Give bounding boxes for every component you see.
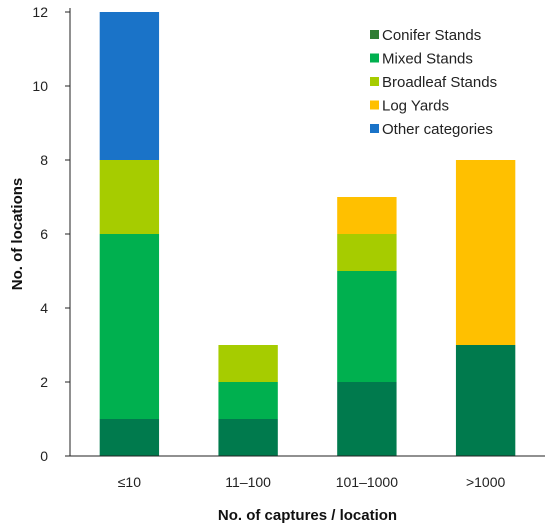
bar-segment: [218, 382, 278, 419]
legend-swatch: [370, 30, 379, 39]
bar-segment: [218, 419, 278, 456]
bar-segment: [218, 345, 278, 382]
legend: Conifer Stands Mixed Stands Broadleaf Stan…: [370, 27, 497, 138]
y-tick-label: 10: [32, 78, 48, 94]
legend-swatch: [370, 77, 379, 86]
bar-segment: [337, 271, 397, 382]
y-tick-label: 8: [40, 152, 48, 168]
legend-label: Conifer Stands: [382, 27, 481, 44]
x-tick-label: >1000: [466, 474, 506, 490]
y-tick-label: 12: [32, 4, 48, 20]
x-tick-label: 101–1000: [336, 474, 399, 490]
y-axis-ticks: 0 2 4 6 8 10 12: [32, 4, 70, 464]
bar-segment: [455, 345, 516, 456]
legend-label: Broadleaf Stands: [382, 74, 497, 91]
y-tick-label: 6: [40, 226, 48, 242]
bars: [99, 12, 516, 456]
y-tick-label: 0: [40, 448, 48, 464]
bar-segment: [99, 160, 160, 234]
bar-segment: [99, 419, 160, 456]
x-tick-label: ≤10: [118, 474, 141, 490]
x-axis-title: No. of captures / location: [218, 507, 397, 524]
bar-segment: [337, 197, 397, 234]
bar-segment: [337, 234, 397, 271]
legend-swatch: [370, 53, 379, 63]
legend-label: Other categories: [382, 121, 493, 138]
legend-label: Mixed Stands: [382, 51, 473, 68]
bar-segment: [455, 160, 516, 345]
bar-segment: [337, 382, 397, 456]
x-axis-ticks: ≤10 11–100 101–1000 >1000: [118, 474, 506, 490]
y-axis-title: No. of locations: [9, 178, 26, 291]
x-tick-label: 11–100: [225, 474, 271, 490]
bar-segment: [99, 12, 160, 160]
legend-swatch: [370, 100, 379, 110]
legend-label: Log Yards: [382, 98, 449, 115]
legend-swatch: [370, 124, 379, 133]
y-tick-label: 2: [40, 374, 48, 390]
y-tick-label: 4: [40, 300, 48, 316]
bar-segment: [99, 234, 160, 419]
